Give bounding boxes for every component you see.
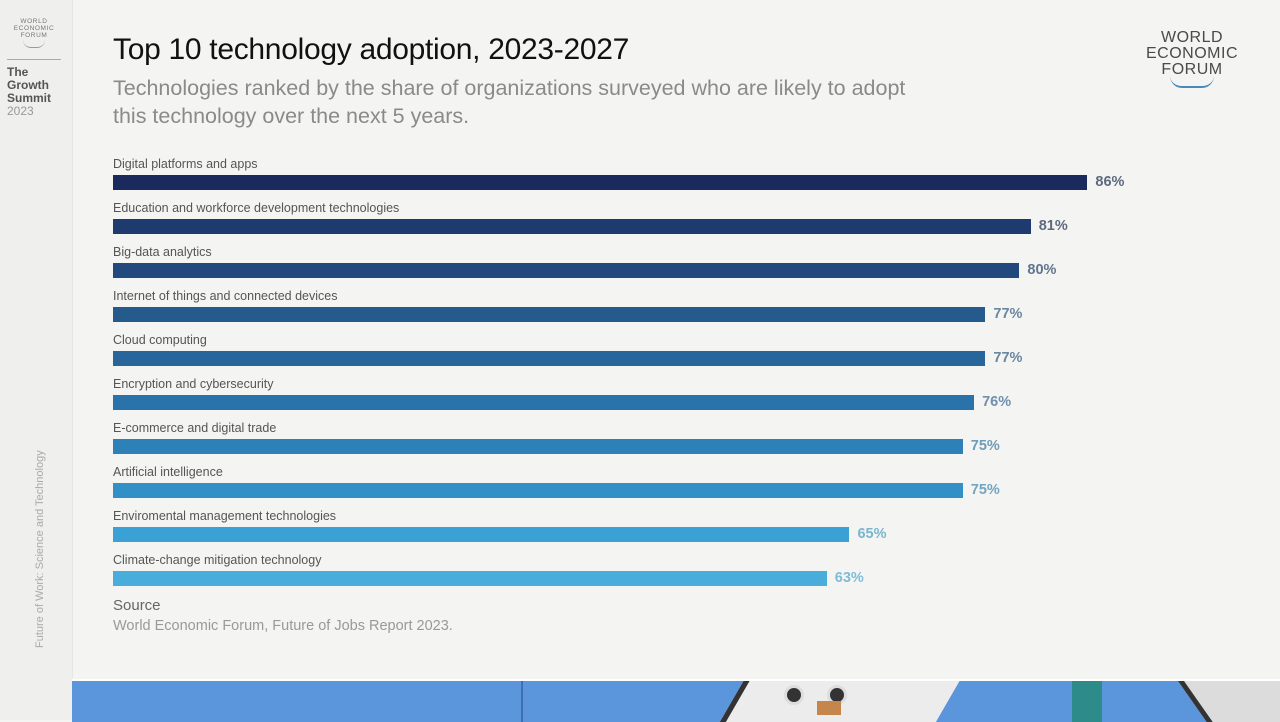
bar-label: Education and workforce development tech… (113, 201, 400, 215)
bar-value-label: 75% (970, 482, 1000, 498)
logo-arc-icon (23, 40, 45, 48)
decorative-banner-image (72, 679, 1280, 722)
banner-line (521, 681, 523, 722)
logo-line: FORUM (20, 32, 48, 39)
logo-line: WORLD (20, 18, 48, 25)
event-year: 2023 (7, 104, 34, 118)
bar-value-label: 63% (834, 570, 864, 586)
bar-value-label: 81% (1038, 218, 1068, 234)
bar (113, 263, 1020, 278)
bar-label: Climate-change mitigation technology (113, 553, 322, 567)
bar (113, 219, 1031, 234)
bar (113, 307, 986, 322)
bar-label: Enviromental management technologies (113, 509, 337, 523)
bar-label: Big-data analytics (113, 245, 212, 259)
chart-title: Top 10 technology adoption, 2023-2027 (113, 33, 629, 66)
bar-value-label: 75% (970, 438, 1000, 454)
bar-label: Internet of things and connected devices (113, 289, 338, 303)
logo-arc-icon (1170, 76, 1214, 88)
bar (113, 483, 963, 498)
bar (113, 527, 850, 542)
bar-value-label: 76% (982, 394, 1012, 410)
source-text: World Economic Forum, Future of Jobs Rep… (113, 618, 453, 634)
bar-label: E-commerce and digital trade (113, 421, 277, 435)
bar (113, 175, 1088, 190)
bar-value-label: 80% (1027, 262, 1057, 278)
bar-label: Cloud computing (113, 333, 207, 347)
event-line: Growth (7, 78, 49, 92)
bar (113, 571, 827, 586)
logo-line: ECONOMIC (13, 25, 55, 32)
event-name: The Growth Summit 2023 (7, 66, 51, 118)
bar-value-label: 65% (857, 526, 887, 542)
bar (113, 351, 986, 366)
event-line: Summit (7, 91, 52, 105)
phone-illustration (1072, 681, 1102, 722)
bar (113, 439, 963, 454)
logo-line: FORUM (1161, 61, 1223, 78)
wef-small-logo: WORLD ECONOMIC FORUM (6, 18, 62, 48)
bar-value-label: 77% (993, 306, 1023, 322)
source-heading: Source (113, 597, 161, 614)
wef-logo: WORLD ECONOMIC FORUM (1136, 30, 1248, 88)
bar-label: Encryption and cybersecurity (113, 377, 274, 391)
logo-line: WORLD (1160, 29, 1224, 46)
event-line: The (7, 65, 29, 79)
wheel-icon (784, 685, 804, 705)
bar-label: Artificial intelligence (113, 465, 223, 479)
sidebar-divider (7, 59, 61, 60)
bar-value-label: 86% (1095, 174, 1125, 190)
crate-icon (817, 701, 841, 715)
bar-value-label: 77% (993, 350, 1023, 366)
banner-platform (1170, 681, 1280, 722)
chart-subtitle: Technologies ranked by the share of orga… (113, 76, 906, 128)
bar-label: Digital platforms and apps (113, 157, 258, 171)
bar (113, 395, 975, 410)
sidebar: WORLD ECONOMIC FORUM The Growth Summit 2… (0, 0, 73, 720)
logo-line: ECONOMIC (1146, 45, 1238, 62)
